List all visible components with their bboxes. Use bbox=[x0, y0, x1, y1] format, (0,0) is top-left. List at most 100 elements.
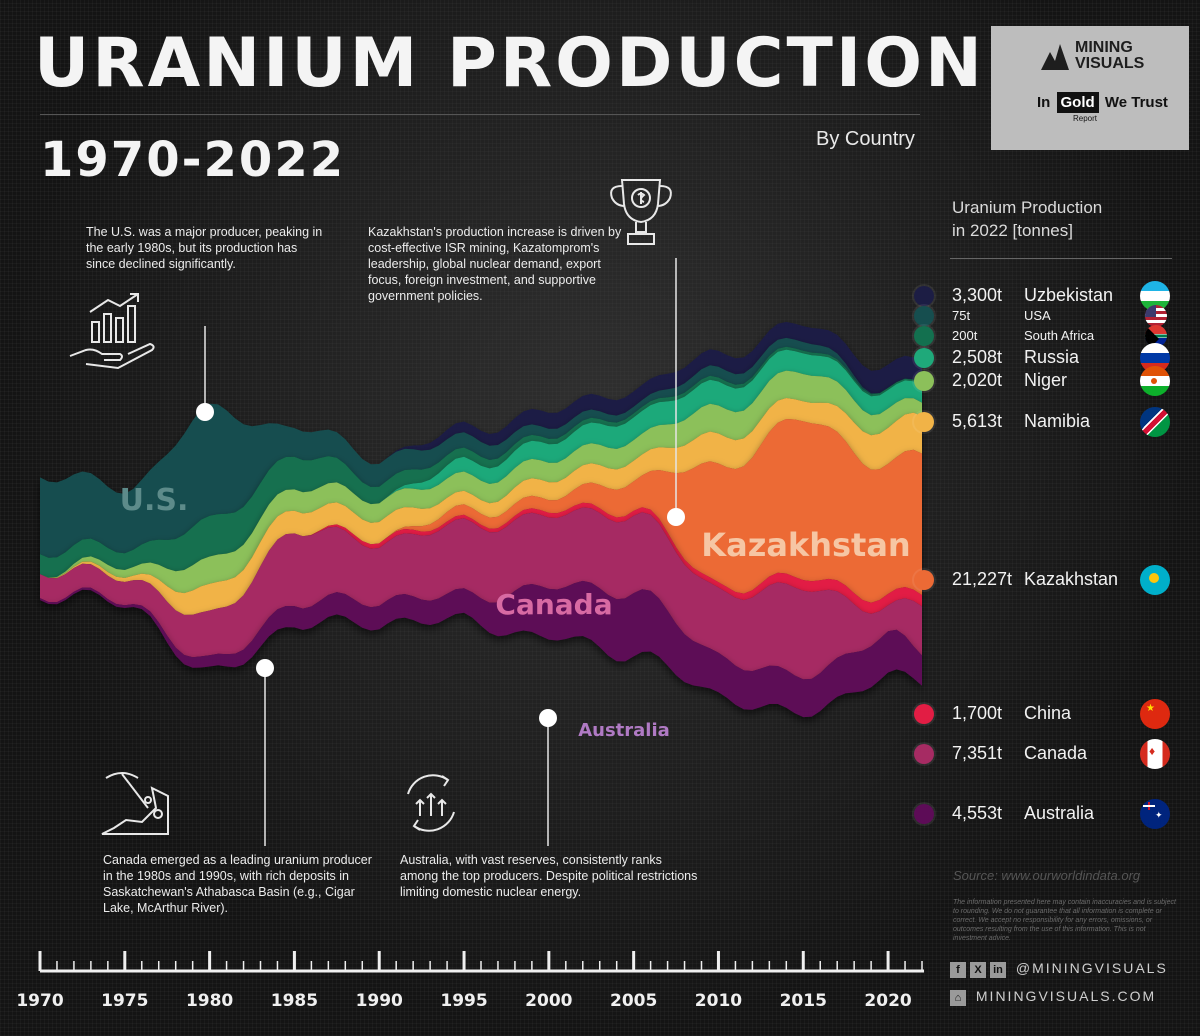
x-axis: 1970 1975 1980 1985 1990 1995 2000 2005 2010 2015… bbox=[16, 951, 924, 1011]
flag-china-icon: ★ bbox=[1140, 699, 1170, 729]
production-value: 4,553t bbox=[952, 803, 1003, 823]
page-title: URANIUM PRODUCTION bbox=[34, 24, 985, 103]
hand-growth-chart-icon bbox=[69, 293, 155, 370]
social-handle: @MININGVISUALS bbox=[1015, 960, 1168, 976]
stream-canada bbox=[40, 507, 922, 680]
legend-dot-russia bbox=[914, 348, 934, 368]
disclaimer: The information presented here may conta… bbox=[953, 899, 1176, 942]
stream-label: Australia bbox=[578, 720, 670, 741]
x-tick-label: 1995 bbox=[440, 991, 487, 1011]
x-tick-label: 1985 bbox=[271, 991, 318, 1011]
flag-australia-icon: ✦ bbox=[1140, 799, 1170, 829]
country-name: Uzbekistan bbox=[1024, 285, 1114, 305]
legend-dot-niger bbox=[914, 371, 934, 391]
stream-uzbekistan bbox=[40, 321, 922, 494]
production-value: 2,508t bbox=[952, 347, 1003, 367]
country-name: Namibia bbox=[1024, 411, 1091, 431]
x-tick-label: 2000 bbox=[525, 991, 572, 1011]
x-tick-label: 1980 bbox=[186, 991, 233, 1011]
legend-dot-australia bbox=[914, 804, 934, 824]
country-name: Australia bbox=[1024, 803, 1095, 823]
production-value: 21,227t bbox=[952, 569, 1013, 589]
legend-dot-namibia bbox=[914, 412, 934, 432]
stream-layers bbox=[40, 321, 922, 718]
stream-label: Canada bbox=[495, 588, 612, 621]
panel-divider bbox=[950, 258, 1172, 259]
stream-usa bbox=[40, 337, 922, 558]
x-tick-label: 1975 bbox=[101, 991, 148, 1011]
stream-labels: U.S. Canada Kazakhstan Australia bbox=[120, 483, 911, 741]
x-tick-label: 2020 bbox=[864, 991, 911, 1011]
country-name: China bbox=[1024, 703, 1072, 723]
annotation-canada: Canada emerged as a leading uranium prod… bbox=[103, 853, 372, 915]
callout-lines bbox=[196, 258, 685, 846]
country-name: USA bbox=[1024, 308, 1051, 323]
legend-dot-south-africa bbox=[914, 326, 934, 346]
flag-kazakhstan-icon bbox=[1140, 565, 1170, 595]
flag-namibia-icon bbox=[1140, 407, 1170, 437]
callout-dot bbox=[256, 659, 274, 677]
callout-dot bbox=[667, 508, 685, 526]
callout-dot bbox=[196, 403, 214, 421]
stream-china bbox=[40, 502, 922, 615]
legend-dot-canada bbox=[914, 744, 934, 764]
country-name: Kazakhstan bbox=[1024, 569, 1119, 589]
flag-canada-icon: ♦ bbox=[1140, 739, 1170, 769]
cycle-growth-icon bbox=[407, 774, 455, 832]
callout-dot bbox=[539, 709, 557, 727]
legend-dot-kazakhstan bbox=[914, 570, 934, 590]
legend-dot-usa bbox=[914, 306, 934, 326]
flag-south-africa-icon bbox=[1145, 325, 1167, 347]
production-value: 1,700t bbox=[952, 703, 1003, 723]
partner-logo: In Gold We Trust Report bbox=[1037, 92, 1168, 123]
production-value: 200t bbox=[952, 328, 978, 343]
flag-niger-icon bbox=[1140, 366, 1170, 396]
stream-kazakhstan bbox=[40, 419, 922, 615]
website-url[interactable]: MININGVISUALS.COM bbox=[975, 988, 1157, 1004]
pickaxe-mining-icon bbox=[101, 772, 169, 835]
x-tick-label: 2010 bbox=[695, 991, 742, 1011]
production-value: 7,351t bbox=[952, 743, 1003, 763]
annotation-us: The U.S. was a major producer, peaking i… bbox=[86, 225, 323, 271]
x-tick-label: 2005 bbox=[610, 991, 657, 1011]
x-icon[interactable]: X bbox=[970, 962, 986, 978]
country-name: Niger bbox=[1024, 370, 1068, 390]
stream-label: Kazakhstan bbox=[701, 526, 910, 564]
flag-usa-icon bbox=[1145, 305, 1167, 327]
source-note: Source: www.ourworldindata.org bbox=[953, 868, 1141, 883]
logo-text: MINING VISUALS bbox=[1075, 39, 1145, 72]
stream-australia bbox=[40, 580, 922, 718]
production-value: 3,300t bbox=[952, 285, 1003, 305]
legend-dot-china bbox=[914, 704, 934, 724]
x-tick-label: 1990 bbox=[356, 991, 403, 1011]
x-tick-label: 2015 bbox=[780, 991, 827, 1011]
facebook-icon[interactable]: f bbox=[950, 962, 966, 978]
annotation-kazakhstan: Kazakhstan's production increase is driv… bbox=[368, 225, 622, 303]
website-row: ⌂ MININGVISUALS.COM bbox=[950, 988, 1156, 1006]
legend-dot-uzbekistan bbox=[914, 286, 934, 306]
trophy-icon bbox=[610, 179, 672, 245]
production-value: 75t bbox=[952, 308, 971, 323]
linkedin-icon[interactable]: in bbox=[990, 962, 1006, 978]
country-name: Canada bbox=[1024, 743, 1088, 763]
mountain-icon bbox=[1041, 44, 1069, 70]
production-value: 5,613t bbox=[952, 411, 1003, 431]
stream-russia bbox=[40, 349, 922, 578]
production-value: 2,020t bbox=[952, 370, 1003, 390]
home-icon: ⌂ bbox=[950, 990, 966, 1006]
country-name: Russia bbox=[1024, 347, 1080, 367]
stream-label: U.S. bbox=[120, 483, 189, 518]
year-range: 1970-2022 bbox=[40, 132, 346, 188]
subtitle: By Country bbox=[816, 128, 915, 150]
stream-namibia bbox=[40, 398, 922, 615]
country-name: South Africa bbox=[1024, 328, 1095, 343]
title-divider bbox=[40, 114, 920, 115]
publisher-logo: MINING VISUALS In Gold We Trust Report bbox=[991, 26, 1189, 150]
annotation-australia: Australia, with vast reserves, consisten… bbox=[400, 853, 698, 899]
stream-niger bbox=[40, 370, 922, 594]
stream-south-africa bbox=[40, 346, 922, 578]
x-tick-label: 1970 bbox=[16, 991, 63, 1011]
panel-title: Uranium Production in 2022 [tonnes] bbox=[952, 198, 1103, 240]
